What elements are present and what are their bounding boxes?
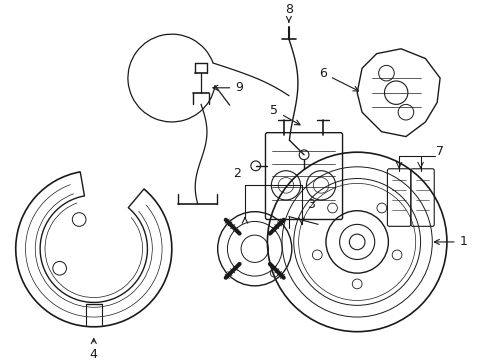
Text: 4: 4 [90, 339, 98, 360]
Text: 2: 2 [233, 167, 241, 180]
Text: 6: 6 [319, 67, 358, 91]
Text: 3: 3 [307, 198, 315, 211]
Text: 7: 7 [435, 145, 443, 158]
Text: 5: 5 [270, 104, 300, 125]
Text: 8: 8 [285, 3, 292, 22]
Text: 9: 9 [212, 81, 243, 94]
Text: 1: 1 [433, 235, 467, 248]
